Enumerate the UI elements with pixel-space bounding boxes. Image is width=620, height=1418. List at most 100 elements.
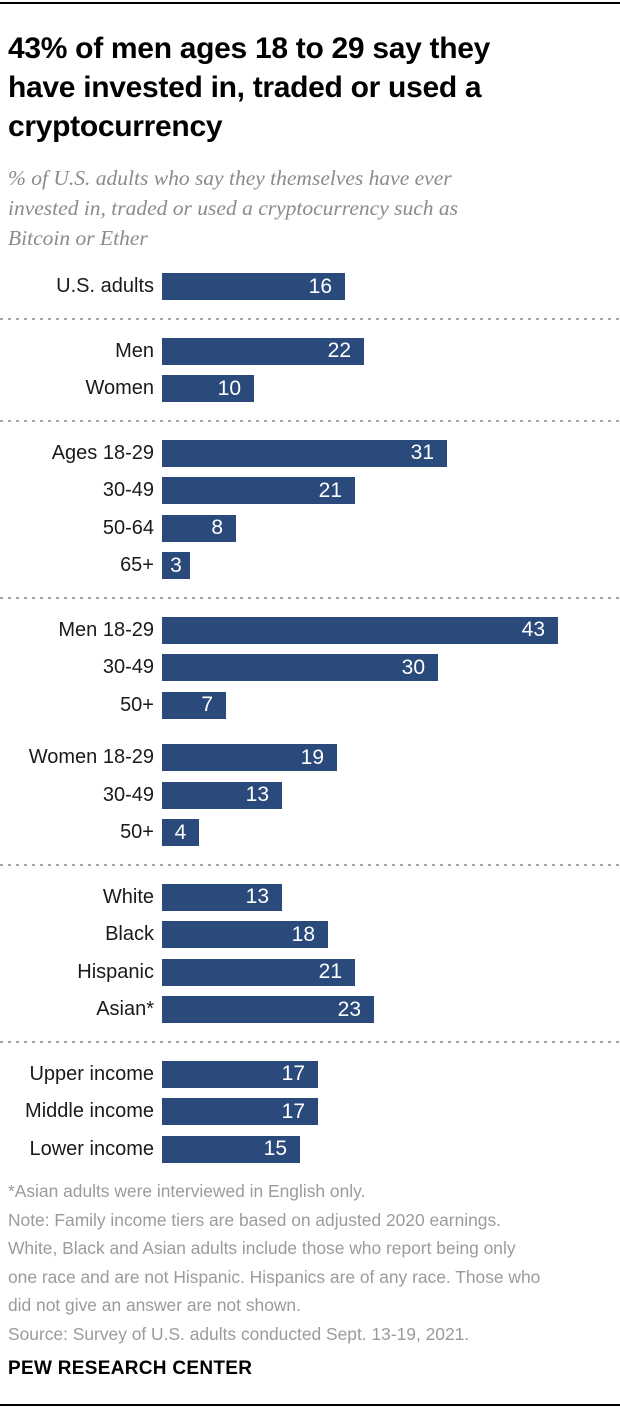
bar: 3 — [162, 552, 190, 580]
bar-row: Upper income 17 — [0, 1056, 620, 1094]
bar-value: 22 — [327, 339, 351, 363]
bar-row: Men 22 — [0, 333, 620, 371]
bar: 30 — [162, 654, 438, 682]
bar-label: Asian* — [96, 998, 154, 1021]
subtitle-line: Bitcoin or Ether — [8, 226, 148, 250]
bar-label: 30-49 — [102, 783, 154, 806]
bar-label: 50-64 — [102, 516, 154, 539]
bar-label: Ages 18-29 — [51, 441, 154, 464]
bar: 43 — [162, 616, 558, 644]
subtitle-line: % of U.S. adults who say they themselves… — [8, 166, 452, 190]
bar-row: 30-49 13 — [0, 777, 620, 815]
bar-row: White 13 — [0, 879, 620, 917]
content: 43% of men ages 18 to 29 say they have i… — [0, 4, 620, 1380]
bottom-rule — [0, 1404, 620, 1406]
bar-value: 8 — [211, 516, 223, 540]
bar-row: Women 18-29 19 — [0, 739, 620, 777]
bar-row: 65+ 3 — [0, 547, 620, 585]
section-divider — [0, 863, 620, 866]
footnote-line: White, Black and Asian adults include th… — [8, 1238, 516, 1258]
bar: 21 — [162, 477, 355, 505]
bar: 23 — [162, 996, 374, 1024]
bar-value: 7 — [201, 693, 213, 717]
bar-row: Middle income 17 — [0, 1093, 620, 1131]
bar-value: 17 — [281, 1099, 305, 1123]
bar: 19 — [162, 744, 337, 772]
bar: 21 — [162, 958, 355, 986]
bar-value: 16 — [308, 274, 332, 298]
bar-label: U.S. adults — [56, 275, 154, 298]
bar-label: 50+ — [120, 821, 154, 844]
bar-value: 18 — [291, 922, 315, 946]
bar-label: Hispanic — [77, 960, 154, 983]
bar: 15 — [162, 1135, 300, 1163]
chart-section: U.S. adults 16 — [0, 268, 620, 306]
chart-section: Men 18-29 43 30-49 30 50+ 7 Women 18-29 19 30-49… — [0, 612, 620, 852]
title-line: 43% of men ages 18 to 29 say they — [8, 32, 490, 65]
bar-row: Lower income 15 — [0, 1131, 620, 1169]
pew-research-center-wordmark: PEW RESEARCH CENTER — [8, 1358, 253, 1379]
bar: 31 — [162, 439, 447, 467]
bar: 13 — [162, 883, 282, 911]
bar: 8 — [162, 514, 236, 542]
footnote-line: did not give an answer are not shown. — [8, 1295, 301, 1315]
bar-label: 30-49 — [102, 479, 154, 502]
bar: 4 — [162, 819, 199, 847]
bar-label: Men — [115, 339, 154, 362]
bar-row: Asian* 23 — [0, 991, 620, 1029]
bar-row: Black 18 — [0, 916, 620, 954]
bar-label: Women — [85, 377, 154, 400]
footnote-line: Source: Survey of U.S. adults conducted … — [8, 1323, 470, 1344]
bar-value: 30 — [401, 655, 425, 679]
bar-label: Women 18-29 — [28, 746, 154, 769]
section-divider — [0, 1040, 620, 1043]
bar: 10 — [162, 375, 254, 403]
bar-label: 30-49 — [102, 656, 154, 679]
bar: 17 — [162, 1098, 318, 1126]
bar-value: 19 — [300, 745, 324, 769]
page-title: 43% of men ages 18 to 29 say they have i… — [8, 29, 612, 146]
section-divider — [0, 419, 620, 422]
footnotes: *Asian adults were interviewed in Englis… — [8, 1177, 612, 1348]
bar-value: 4 — [174, 820, 187, 844]
footnote-line: one race and are not Hispanic. Hispanics… — [8, 1266, 541, 1287]
bar-row: U.S. adults 16 — [0, 268, 620, 306]
bar-value: 23 — [337, 997, 361, 1021]
bar-value: 17 — [281, 1062, 305, 1086]
bar-label: 50+ — [120, 693, 154, 716]
bar-label: White — [102, 885, 154, 908]
section-divider — [0, 596, 620, 599]
bar-row: Men 18-29 43 — [0, 612, 620, 650]
bar: 16 — [162, 273, 345, 301]
bar-label: Lower income — [29, 1137, 154, 1160]
bar: 22 — [162, 337, 364, 365]
bar-row: Hispanic 21 — [0, 954, 620, 992]
bar-value: 3 — [170, 553, 182, 577]
top-rule — [0, 2, 620, 4]
footnote-line: *Asian adults were interviewed in Englis… — [8, 1181, 366, 1201]
subtitle-line: invested in, traded or used a cryptocurr… — [8, 196, 459, 220]
bar-label: Men 18-29 — [58, 618, 154, 641]
title-line: cryptocurrency — [8, 110, 223, 143]
chart-subtitle: % of U.S. adults who say they themselves… — [8, 163, 612, 253]
bar: 13 — [162, 781, 282, 809]
chart-section: Upper income 17 Middle income 17 Lower incom… — [0, 1056, 620, 1169]
bar-row: Ages 18-29 31 — [0, 435, 620, 473]
bar-label: Middle income — [25, 1100, 154, 1123]
bar-row: 30-49 21 — [0, 472, 620, 510]
chart-section: Ages 18-29 31 30-49 21 50-64 8 65+ 3 — [0, 435, 620, 585]
chart-section: Men 22 Women 10 — [0, 333, 620, 408]
bar-value: 10 — [217, 376, 241, 400]
bar-row: 50+ 7 — [0, 687, 620, 725]
chart-section: White 13 Black 18 Hispanic 21 Asian* 23 — [0, 879, 620, 1029]
section-divider — [0, 317, 620, 320]
bar-label: Black — [105, 923, 154, 946]
bar-row: 50-64 8 — [0, 510, 620, 548]
bar-chart: U.S. adults 16 Men 22 Women 10 Ages 18-29 31 30-… — [0, 268, 620, 1168]
bar-row: 50+ 4 — [0, 814, 620, 852]
bar: 17 — [162, 1060, 318, 1088]
bar-value: 31 — [410, 441, 434, 465]
bar-value: 21 — [318, 478, 342, 502]
bar-value: 13 — [245, 783, 269, 807]
